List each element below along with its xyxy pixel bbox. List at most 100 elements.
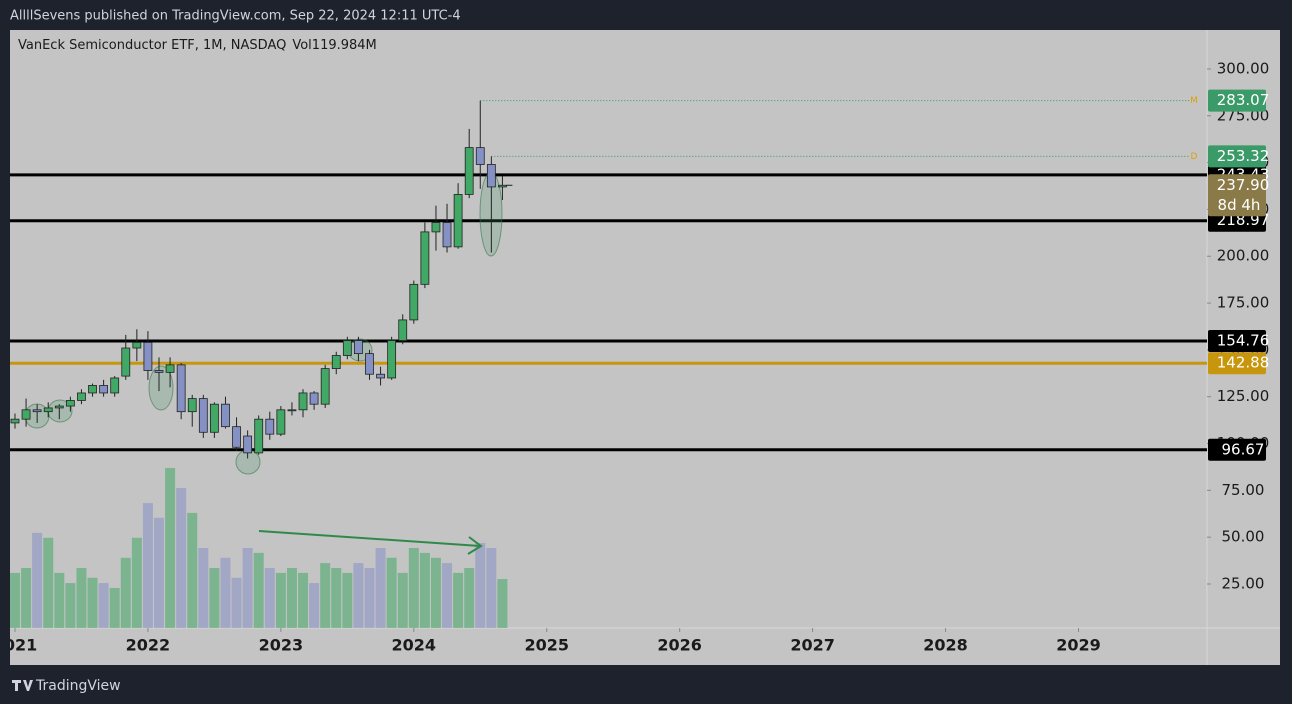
axes: 25.0050.0075.00100.00125.00150.00175.002… <box>0 59 1270 655</box>
candle-body <box>331 355 341 370</box>
x-tick-label: 2028 <box>923 636 968 655</box>
candle-body <box>10 418 20 424</box>
volume-bar <box>131 537 142 628</box>
candle-body <box>132 341 142 349</box>
x-tick-label: 2024 <box>392 636 437 655</box>
logo-icon <box>12 680 33 691</box>
candle-body <box>232 426 241 448</box>
volume-bar <box>43 537 54 628</box>
candle-body <box>475 147 485 165</box>
candle-body <box>198 398 208 433</box>
candle-body <box>99 385 109 394</box>
x-tick-label: 2027 <box>790 636 835 655</box>
trend-arrow <box>258 530 481 547</box>
candle-body <box>143 341 153 371</box>
volume-bar <box>419 552 430 628</box>
candles <box>10 100 513 459</box>
x-tick-label: 2025 <box>524 636 569 655</box>
candle-body <box>254 418 264 454</box>
candle-body <box>498 184 507 188</box>
volume-bar <box>320 563 331 628</box>
candle-body <box>54 405 64 409</box>
candle-body <box>187 398 197 413</box>
volume-bar <box>386 557 397 628</box>
candle-body <box>176 364 186 413</box>
volume-bar <box>165 467 176 628</box>
volume-bar <box>375 547 386 628</box>
volume-bar <box>231 577 242 628</box>
volume-bar <box>342 572 353 628</box>
candle-body <box>453 194 463 248</box>
volume-bar <box>120 557 131 628</box>
volume-bar <box>486 547 497 628</box>
candle-body <box>65 400 75 407</box>
volume-layer <box>10 467 508 628</box>
volume-bar <box>331 567 342 628</box>
candle-body <box>121 347 131 377</box>
volume-readout: Vol119.984M <box>292 38 376 53</box>
price-label-box <box>1208 89 1266 112</box>
candle-body <box>154 370 164 373</box>
candle-body <box>209 403 219 433</box>
candle-body <box>276 409 286 435</box>
volume-bar <box>353 563 364 628</box>
volume-bar <box>198 547 209 628</box>
candle-body <box>165 364 175 373</box>
high-marker-letter: D <box>1191 152 1198 162</box>
price-label: 96.67 <box>1222 440 1265 458</box>
volume-bar <box>442 563 453 628</box>
candle-body <box>77 392 86 401</box>
y-tick-label: 125.00 <box>1217 387 1270 405</box>
volume-bar <box>76 567 87 628</box>
candle-body <box>442 222 452 248</box>
price-label-box <box>1208 352 1266 375</box>
volume-bar <box>475 543 486 628</box>
volume-bar <box>220 557 231 628</box>
x-tick-label: 2023 <box>259 636 304 655</box>
candle-body <box>88 385 97 394</box>
candle-body <box>342 340 352 356</box>
price-label: 253.32 <box>1217 147 1270 165</box>
volume-bar <box>21 567 32 628</box>
volume-bar <box>242 547 253 628</box>
trend-arrow-head <box>467 536 483 555</box>
y-tick-label: 200.00 <box>1217 247 1270 265</box>
volume-bar <box>32 532 43 628</box>
volume-bar <box>54 572 65 628</box>
volume-bar <box>464 567 475 628</box>
symbol: VanEck Semiconductor ETF, 1M, NASDAQ <box>18 38 286 53</box>
candle-body <box>365 353 374 375</box>
candle-body <box>21 409 31 420</box>
ellipse-drawing <box>148 365 174 411</box>
volume-bar <box>275 572 286 628</box>
x-tick-label: 2021 <box>0 636 37 655</box>
price-label-box <box>1208 329 1266 352</box>
volume-bar <box>364 567 375 628</box>
volume-bar <box>209 567 220 628</box>
volume-bar <box>176 487 187 628</box>
high-marker-letter: M <box>1190 96 1198 106</box>
price-label: 283.07 <box>1217 91 1270 109</box>
volume-bar <box>497 579 508 628</box>
volume-bar <box>453 572 464 628</box>
countdown: 8d 4h <box>1218 196 1261 214</box>
last-price-label: 237.90 <box>1217 176 1270 194</box>
volume-bar <box>264 567 275 628</box>
y-tick-label: 50.00 <box>1222 528 1265 546</box>
candle-body <box>221 403 230 428</box>
volume-bar <box>10 572 20 628</box>
published-note: AllllSevens published on TradingView.com… <box>10 9 461 24</box>
last-price-box <box>1208 174 1266 217</box>
x-axis: 2021 2022 2023 2024 2025 2026 2027 2028 2029 <box>0 628 1101 655</box>
volume-bar <box>187 512 198 628</box>
volume-bar <box>142 503 153 628</box>
volume-bar <box>253 552 264 628</box>
candle-body <box>110 377 120 394</box>
candle-body <box>486 164 496 188</box>
y-tick-label: 300.00 <box>1217 59 1270 77</box>
price-label: 154.76 <box>1217 331 1270 349</box>
volume-bar <box>408 547 419 628</box>
candle-body <box>387 340 397 379</box>
x-tick-label: 2026 <box>657 636 702 655</box>
